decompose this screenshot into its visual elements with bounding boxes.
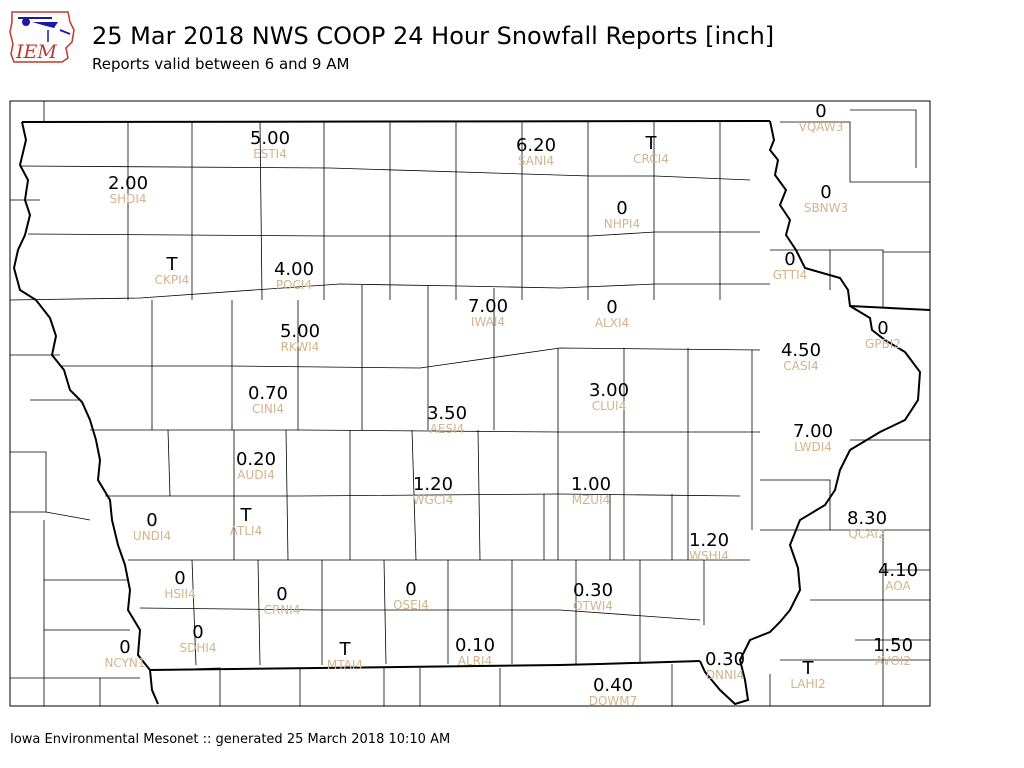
snowfall-value: 0 [820, 182, 831, 203]
snowfall-value: 2.00 [108, 173, 148, 194]
station-id: AUDI4 [237, 468, 274, 482]
snowfall-value: 0 [616, 198, 627, 219]
iem-logo: IEM [9, 11, 75, 63]
station-id: AOA [885, 579, 911, 593]
station-id: NCYN1 [104, 656, 145, 670]
station-id: CLUI4 [592, 399, 626, 413]
snowfall-value: 0 [877, 318, 888, 339]
station-id: HSII4 [164, 587, 195, 601]
station-id: GPBI2 [865, 337, 901, 351]
snowfall-value: T [645, 133, 658, 154]
snowfall-value: 4.10 [878, 560, 918, 581]
station-id: AVOI2 [875, 654, 911, 668]
station-id: WSHI4 [689, 549, 729, 563]
snowfall-value: 7.00 [468, 296, 508, 317]
snowfall-value: T [802, 658, 815, 679]
map-frame [9, 100, 931, 707]
station-id: ESTI4 [253, 147, 287, 161]
station-id: CINI4 [252, 402, 284, 416]
snowfall-value: 0 [815, 101, 826, 122]
station-id: SBNW3 [804, 201, 848, 215]
state-border [12, 120, 930, 706]
snowfall-value: 0 [192, 622, 203, 643]
snowfall-value: 0 [146, 510, 157, 531]
snowfall-value: 6.20 [516, 135, 556, 156]
station-id: DNNI4 [706, 668, 744, 682]
station-id: UNDI4 [133, 529, 171, 543]
snowfall-value: 0 [784, 249, 795, 270]
snowfall-value: 0 [606, 297, 617, 318]
station-id: ATLI4 [230, 524, 262, 538]
station-id: ALRI4 [458, 654, 492, 668]
snowfall-value: 0 [405, 579, 416, 600]
snowfall-value: 5.00 [280, 321, 320, 342]
station-id: SANI4 [518, 154, 554, 168]
snowfall-value: 0.30 [573, 580, 613, 601]
snowfall-value: 0.20 [236, 449, 276, 470]
station-id: SDHI4 [179, 641, 216, 655]
station-id: SHDI4 [109, 192, 146, 206]
snowfall-value: 4.50 [781, 340, 821, 361]
snowfall-value: 1.20 [413, 474, 453, 495]
snowfall-value: 1.50 [873, 635, 913, 656]
station-id: LWDI4 [794, 440, 832, 454]
snowfall-value: 0 [119, 637, 130, 658]
logo-text: IEM [15, 41, 57, 63]
station-id: DOWM7 [589, 694, 638, 708]
snowfall-value: 0.30 [705, 649, 745, 670]
snowfall-value: 5.00 [250, 128, 290, 149]
snowfall-value: 8.30 [847, 508, 887, 529]
station-id: QCAI2 [848, 527, 885, 541]
map-title: 25 Mar 2018 NWS COOP 24 Hour Snowfall Re… [92, 22, 775, 50]
snowfall-value: 0 [174, 568, 185, 589]
station-id: GTTI4 [773, 268, 808, 282]
snowfall-value: T [339, 639, 352, 660]
snowfall-value: T [166, 254, 179, 275]
snowfall-value: 3.00 [589, 380, 629, 401]
snowfall-value: 0.10 [455, 635, 495, 656]
station-id: NHPI4 [604, 217, 640, 231]
snowfall-value: 0 [276, 584, 287, 605]
footer-credit: Iowa Environmental Mesonet :: generated … [10, 732, 451, 747]
station-id: IWAI4 [471, 315, 505, 329]
station-id: OTWI4 [573, 599, 613, 613]
station-id: OSEI4 [393, 598, 429, 612]
station-id: CKPI4 [155, 273, 190, 287]
snowfall-value: 1.20 [689, 530, 729, 551]
snowfall-value: 4.00 [274, 259, 314, 280]
station-id: CRNI4 [264, 603, 301, 617]
snowfall-value: 3.50 [427, 403, 467, 424]
station-id: CASI4 [783, 359, 818, 373]
snowfall-value: 0.40 [593, 675, 633, 696]
station-id: MZUI4 [572, 493, 611, 507]
snowfall-value: 0.70 [248, 383, 288, 404]
station-id: WGCI4 [413, 493, 454, 507]
snowfall-value: 7.00 [793, 421, 833, 442]
map-subtitle: Reports valid between 6 and 9 AM [92, 55, 350, 73]
snowfall-value: 1.00 [571, 474, 611, 495]
station-id: VQAW3 [799, 120, 844, 134]
station-id: POCI4 [276, 278, 312, 292]
station-id: LAHI2 [790, 677, 825, 691]
station-id: MTAI4 [327, 658, 363, 672]
snowfall-value: T [240, 505, 253, 526]
station-id: RKWI4 [281, 340, 320, 354]
station-id: CRCI4 [633, 152, 669, 166]
station-id: AESI4 [430, 422, 465, 436]
station-id: ALXI4 [595, 316, 629, 330]
